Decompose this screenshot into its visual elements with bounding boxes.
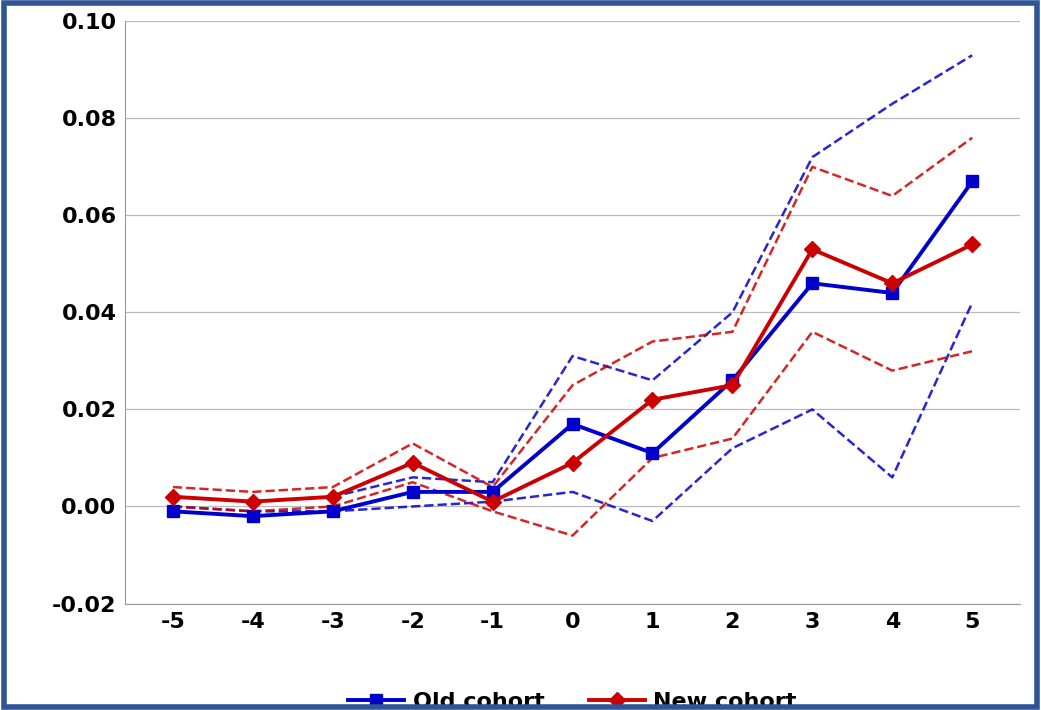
Line: Old cohort: Old cohort bbox=[167, 175, 979, 523]
New cohort bbox=[646, 395, 659, 404]
Old cohort bbox=[247, 512, 259, 520]
New cohort bbox=[486, 497, 499, 506]
Legend: Old cohort, New cohort: Old cohort, New cohort bbox=[339, 683, 806, 710]
New cohort bbox=[566, 459, 579, 467]
Old cohort bbox=[727, 376, 739, 385]
Old cohort bbox=[886, 289, 898, 297]
New cohort bbox=[406, 459, 418, 467]
New cohort bbox=[327, 493, 339, 501]
Old cohort bbox=[486, 488, 499, 496]
Old cohort bbox=[406, 488, 418, 496]
New cohort bbox=[966, 240, 979, 248]
Old cohort bbox=[966, 178, 979, 186]
Old cohort bbox=[327, 507, 339, 515]
New cohort bbox=[167, 493, 179, 501]
Old cohort bbox=[167, 507, 179, 515]
New cohort bbox=[247, 497, 259, 506]
Old cohort bbox=[566, 420, 579, 428]
New cohort bbox=[727, 381, 739, 390]
New cohort bbox=[886, 279, 898, 288]
Line: New cohort: New cohort bbox=[168, 239, 977, 507]
Old cohort bbox=[646, 449, 659, 457]
New cohort bbox=[806, 245, 818, 253]
Old cohort bbox=[806, 279, 818, 288]
